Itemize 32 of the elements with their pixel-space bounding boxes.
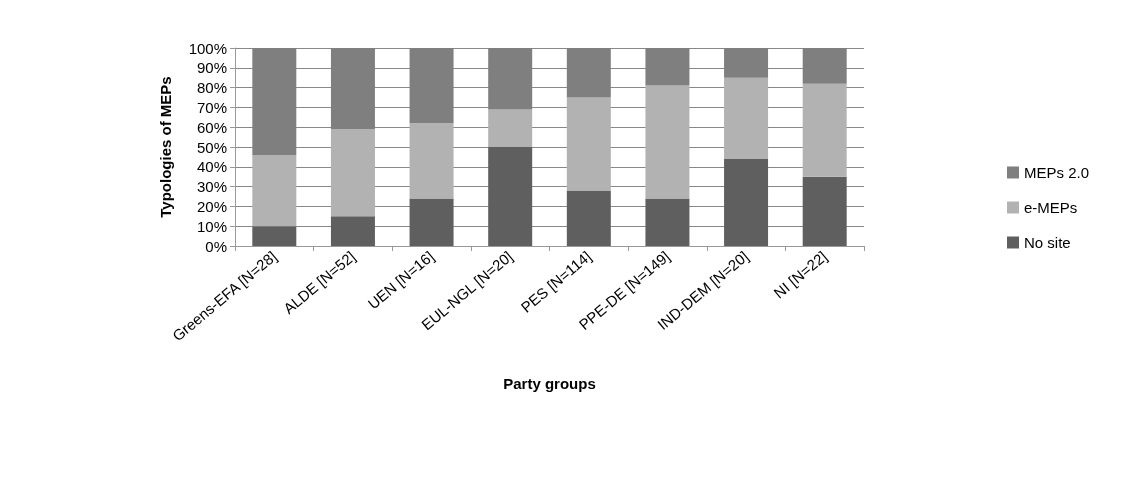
bar — [488, 109, 533, 147]
bar — [330, 129, 375, 217]
bar — [252, 226, 297, 246]
bar — [330, 216, 375, 246]
bar — [802, 176, 847, 246]
bar — [724, 77, 769, 159]
y-tick-label: 10% — [196, 217, 227, 235]
bar — [802, 83, 847, 177]
bar — [252, 154, 297, 227]
legend-label: MEPs 2.0 — [1023, 164, 1090, 181]
x-axis-title: Party groups — [503, 375, 596, 392]
y-tick-label: 40% — [196, 158, 227, 176]
y-axis-title: Typologies of MEPs — [157, 76, 174, 218]
y-tick-label: 90% — [196, 59, 227, 77]
y-tick-label: 80% — [196, 79, 227, 97]
legend-label: No site — [1023, 234, 1071, 251]
bar — [724, 158, 769, 246]
y-tick-label: 20% — [196, 197, 227, 215]
y-tick-label: 50% — [196, 138, 227, 156]
y-tick-label: 100% — [188, 39, 227, 57]
y-tick-label: 60% — [196, 118, 227, 136]
bar — [566, 97, 611, 191]
bar — [645, 198, 690, 246]
legend-label: e-MEPs — [1023, 199, 1078, 216]
y-tick-label: 0% — [205, 237, 227, 255]
bar — [409, 198, 454, 246]
bar — [566, 190, 611, 246]
bar — [645, 85, 690, 199]
bar — [409, 123, 454, 199]
bar — [488, 147, 533, 246]
y-tick-label: 70% — [196, 98, 227, 116]
y-tick-label: 30% — [196, 178, 227, 196]
